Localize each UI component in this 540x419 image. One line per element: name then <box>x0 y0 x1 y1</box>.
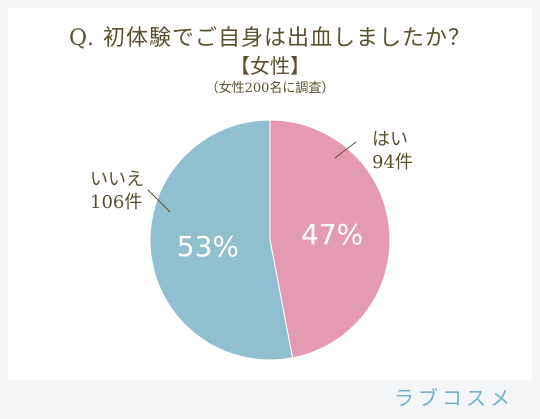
slice-label-no: いいえ <box>90 169 144 190</box>
pie-slice-no <box>149 119 294 361</box>
leader-line-no <box>147 189 171 213</box>
slice-count-yes: 94件 <box>372 152 413 173</box>
slice-count-no: 106件 <box>90 192 142 213</box>
leader-line-yes <box>334 141 357 159</box>
survey-note: （女性200名に調査） <box>205 81 335 96</box>
chart-subtitle: 【女性】 <box>230 54 310 78</box>
slice-label-yes: はい <box>372 129 408 150</box>
percent-label-no: 53% <box>177 230 239 263</box>
pie-slice-yes <box>269 119 391 359</box>
brand-logo: ラブコスメ <box>394 386 514 410</box>
percent-label-yes: 47% <box>301 218 363 251</box>
chart-title: Q. 初体験でご自身は出血しましたか？ <box>69 26 471 51</box>
